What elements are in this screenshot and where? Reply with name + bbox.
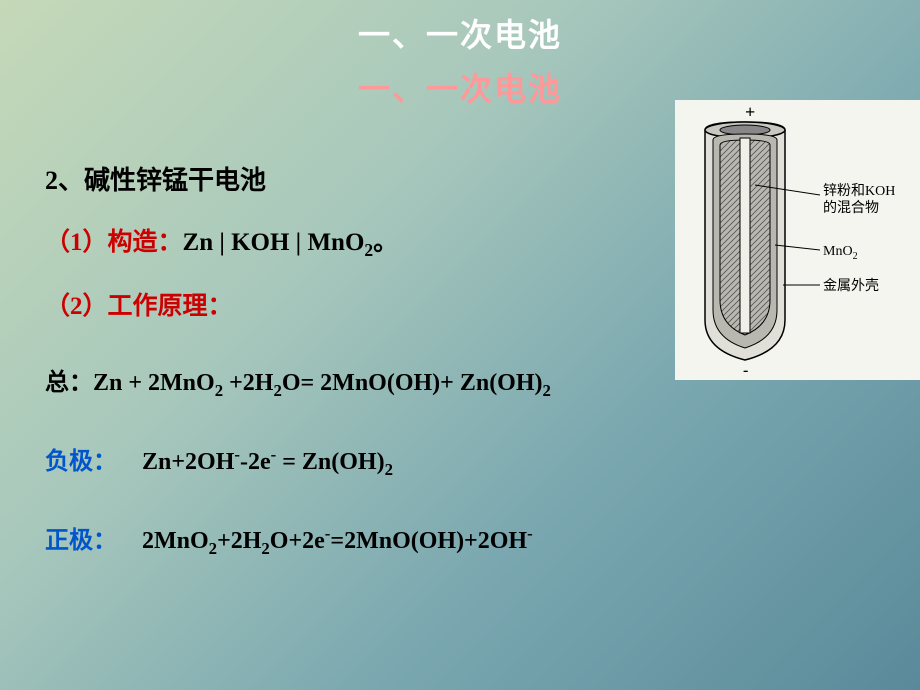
- pos-p2: +2H: [217, 528, 261, 554]
- negative-equation: Zn+2OH--2e- = Zn(OH)2: [142, 445, 393, 480]
- diagram-label-1b: 的混合物: [823, 200, 879, 216]
- structure-label: （1）构造：: [45, 229, 183, 256]
- pos-s1: 2: [209, 538, 217, 557]
- total-eq-s2: 2: [273, 381, 281, 400]
- neg-p2: -2e: [240, 449, 271, 475]
- total-eq-s1: 2: [215, 381, 223, 400]
- neg-p1: Zn+2OH: [142, 449, 234, 475]
- positive-electrode-line: 正极： 2MnO2+2H2O+2e-=2MnO(OH)+2OH-: [45, 520, 875, 559]
- pos-p3: O+2e: [270, 528, 325, 554]
- negative-label: 负极：: [45, 441, 117, 476]
- total-eq-s3: 2: [543, 381, 551, 400]
- battery-diagram: + - 锌粉和KOH 的混合物 MnO2 金属外壳: [675, 100, 920, 380]
- structure-sub1: 2: [364, 240, 373, 260]
- total-eq-p3: O= 2MnO(OH)+ Zn(OH): [282, 370, 543, 396]
- neg-p3: = Zn(OH): [276, 449, 384, 475]
- neg-sub1: 2: [385, 460, 393, 479]
- pos-p1: 2MnO: [142, 528, 209, 554]
- positive-label: 正极：: [45, 520, 117, 555]
- negative-electrode-line: 负极： Zn+2OH--2e- = Zn(OH)2: [45, 441, 875, 480]
- positive-equation: 2MnO2+2H2O+2e-=2MnO(OH)+2OH-: [142, 524, 533, 559]
- structure-f1: Zn | KOH | MnO: [183, 229, 365, 256]
- total-eq-p2: +2H: [223, 370, 273, 396]
- pos-s2: 2: [261, 538, 269, 557]
- plus-symbol: +: [745, 102, 755, 122]
- minus-symbol: -: [743, 362, 748, 379]
- total-eq-p1: Zn + 2MnO: [93, 370, 215, 396]
- battery-svg: + - 锌粉和KOH 的混合物 MnO2 金属外壳: [675, 100, 920, 380]
- page-title: 一、一次电池: [0, 0, 920, 56]
- structure-formula: Zn | KOH | MnO2。: [183, 229, 399, 256]
- total-label: 总：: [45, 370, 93, 396]
- diagram-label-1a: 锌粉和KOH: [823, 183, 895, 199]
- structure-f2: 。: [373, 229, 398, 256]
- pos-sup2: -: [527, 524, 533, 543]
- pos-p4: =2MnO(OH)+2OH: [330, 528, 527, 554]
- diagram-label-3: 金属外壳: [823, 277, 879, 294]
